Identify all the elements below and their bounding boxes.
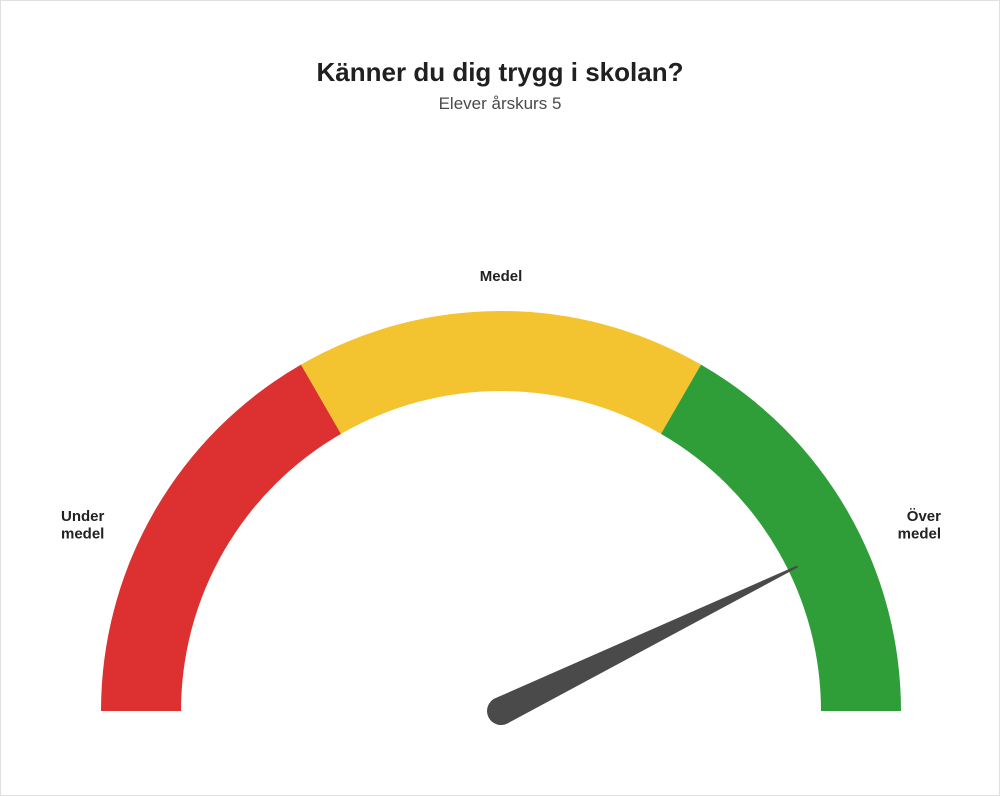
gauge-label-0: Undermedel	[61, 508, 105, 542]
gauge-segment-1	[301, 311, 701, 434]
chart-card: Känner du dig trygg i skolan? Elever års…	[0, 0, 1000, 796]
gauge-label-2: Övermedel	[898, 508, 942, 542]
chart-subtitle: Elever årskurs 5	[1, 94, 999, 114]
gauge-chart: Undermedel Medel Övermedel	[1, 151, 1000, 771]
gauge-segment-0	[101, 365, 341, 711]
gauge-segment-2	[661, 365, 901, 711]
gauge-needle	[487, 565, 798, 725]
gauge-label-1: Medel	[480, 268, 523, 285]
chart-title: Känner du dig trygg i skolan?	[1, 57, 999, 88]
gauge-container: Undermedel Medel Övermedel	[1, 151, 999, 795]
title-block: Känner du dig trygg i skolan? Elever års…	[1, 1, 999, 114]
